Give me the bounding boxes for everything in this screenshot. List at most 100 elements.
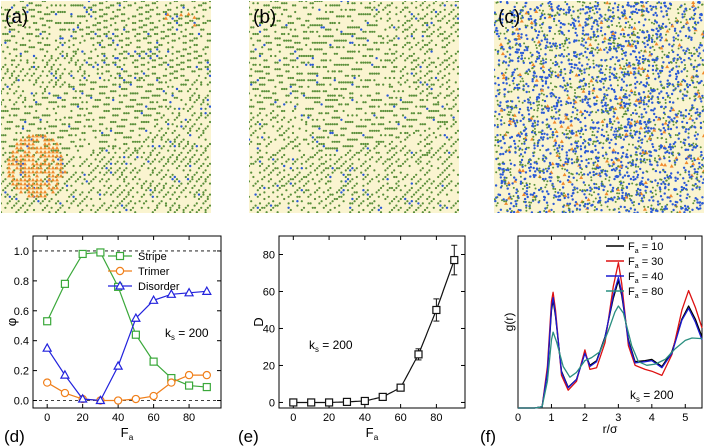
disorder-particle (322, 26, 325, 29)
disorder-particle (362, 134, 365, 137)
stripe-particle (415, 59, 418, 62)
stripe-particle (81, 162, 84, 165)
stripe-particle (448, 107, 451, 110)
stripe-particle (316, 30, 319, 33)
stripe-particle (324, 175, 328, 179)
trimer-particle (11, 178, 15, 182)
stripe-particle (448, 173, 451, 176)
stripe-particle (134, 35, 137, 38)
disorder-particle (572, 105, 575, 109)
stripe-particle (136, 32, 139, 36)
stripe-particle (118, 101, 121, 104)
stripe-particle (4, 19, 7, 22)
stripe-particle (318, 142, 321, 146)
stripe-particle (335, 167, 339, 170)
stripe-particle (101, 204, 104, 207)
stripe-particle (15, 138, 18, 141)
disorder-particle (415, 17, 418, 20)
stripe-particle (140, 76, 143, 80)
stripe-particle (624, 26, 627, 29)
disorder-particle (628, 15, 632, 19)
stripe-particle (421, 83, 424, 86)
disorder-particle (545, 118, 549, 121)
stripe-particle (454, 52, 457, 55)
stripe-particle (136, 52, 139, 55)
stripe-particle (324, 59, 328, 62)
stripe-particle (96, 28, 99, 31)
stripe-particle (349, 15, 352, 18)
stripe-particle (114, 171, 117, 174)
stripe-particle (204, 116, 207, 119)
stripe-particle (2, 19, 5, 22)
stripe-particle (276, 105, 279, 108)
disorder-particle (534, 29, 538, 33)
stripe-particle (375, 48, 378, 51)
stripe-particle (92, 105, 95, 108)
stripe-particle (432, 131, 435, 135)
stripe-particle (57, 136, 60, 139)
stripe-particle (189, 160, 192, 163)
stripe-particle (54, 48, 58, 51)
stripe-particle (74, 61, 77, 64)
stripe-particle (390, 96, 394, 99)
stripe-particle (608, 39, 611, 42)
disorder-particle (513, 32, 516, 35)
stripe-particle (582, 133, 585, 136)
stripe-particle (202, 129, 205, 132)
stripe-particle (169, 206, 172, 209)
stripe-particle (208, 90, 211, 93)
stripe-particle (408, 125, 411, 128)
stripe-particle (384, 103, 387, 106)
stripe-particle (342, 193, 345, 196)
stripe-particle (158, 87, 161, 91)
stripe-particle (127, 193, 130, 196)
stripe-particle (316, 211, 319, 213)
stripe-particle (54, 118, 58, 121)
stripe-particle (87, 182, 91, 185)
stripe-particle (136, 72, 139, 75)
stripe-particle (189, 191, 192, 194)
stripe-particle (351, 8, 354, 11)
stripe-particle (309, 79, 312, 82)
stripe-particle (140, 109, 143, 113)
stripe-particle (331, 98, 334, 102)
stripe-particle (252, 81, 255, 84)
stripe-particle (373, 200, 376, 203)
stripe-particle (61, 28, 64, 31)
stripe-particle (322, 35, 325, 38)
stripe-particle (393, 70, 396, 73)
stripe-particle (437, 149, 440, 152)
stripe-particle (94, 98, 97, 102)
stripe-particle (19, 1, 22, 3)
trimer-particle (63, 170, 67, 174)
stripe-particle (156, 173, 159, 176)
stripe-particle (8, 28, 11, 31)
stripe-particle (162, 10, 165, 14)
stripe-particle (48, 125, 51, 128)
stripe-particle (397, 158, 400, 161)
stripe-particle (2, 13, 5, 16)
stripe-particle (147, 4, 150, 7)
disorder-particle (495, 157, 498, 161)
stripe-particle (276, 98, 279, 102)
trimer-particle (43, 182, 47, 186)
stripe-particle (10, 72, 14, 75)
stripe-particle (39, 85, 42, 88)
stripe-particle (24, 26, 27, 29)
stripe-particle (415, 129, 418, 132)
stripe-particle (120, 162, 124, 165)
disorder-particle (289, 85, 292, 89)
stripe-particle (450, 10, 453, 14)
stripe-particle (307, 72, 310, 75)
stripe-particle (309, 54, 312, 58)
stripe-particle (338, 81, 341, 84)
stripe-particle (445, 81, 449, 84)
disorder-particle (612, 17, 615, 20)
stripe-particle (322, 83, 325, 86)
stripe-particle (195, 43, 198, 47)
stripe-particle (448, 35, 451, 38)
stripe-particle (153, 147, 157, 150)
stripe-particle (116, 186, 119, 190)
stripe-particle (388, 39, 391, 42)
stripe-particle (399, 96, 402, 99)
